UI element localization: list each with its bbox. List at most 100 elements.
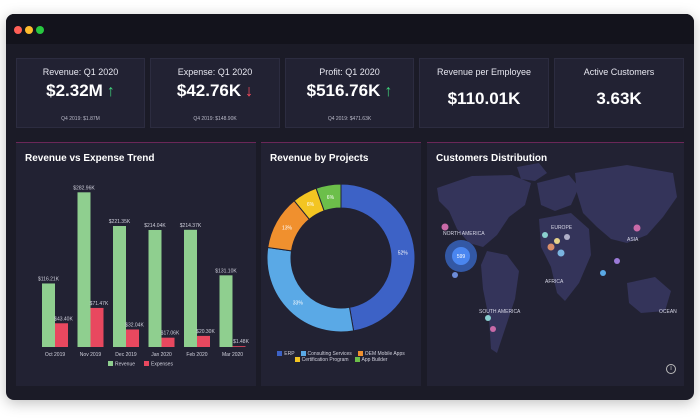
- arrow-up-icon: ↑: [106, 83, 115, 100]
- map-label-south-america: SOUTH AMERICA: [479, 309, 521, 315]
- x-tick-label: Feb 2020: [186, 352, 207, 358]
- bar-expenses: [161, 337, 175, 347]
- bar-value-label: $214.04K: [144, 223, 166, 229]
- slice-value-label: 52%: [398, 251, 409, 257]
- dashboard-window: Revenue: Q1 2020 $2.32M ↑ Q4 2019: $1.87M…: [6, 14, 694, 400]
- minimize-window-button[interactable]: [25, 26, 33, 34]
- customer-bubble[interactable]: [564, 234, 570, 240]
- kpi-label: Profit: Q1 2020: [319, 67, 380, 77]
- kpi-label: Revenue per Employee: [436, 67, 532, 77]
- legend-label: Expenses: [151, 362, 173, 368]
- pie-legend-item[interactable]: Consulting Services: [300, 351, 352, 357]
- customers-distribution-panel: Customers Distribution 599: [427, 142, 684, 386]
- slice-value-label: 33%: [293, 300, 304, 306]
- bar-revenue: [77, 192, 91, 347]
- x-tick-label: Oct 2019: [45, 352, 66, 358]
- map-label-africa: AFRICA: [545, 279, 564, 285]
- asia-shape: [575, 165, 677, 243]
- legend-label: ERP: [284, 351, 295, 357]
- customer-bubble[interactable]: [490, 326, 496, 332]
- kpi-revenue-per-employee-card[interactable]: Revenue per Employee $110.01K: [419, 58, 549, 128]
- customer-bubble[interactable]: [554, 238, 560, 244]
- world-map[interactable]: 599: [427, 143, 684, 387]
- pie-legend-item[interactable]: Certification Program: [294, 357, 349, 363]
- north-america-shape: [437, 175, 531, 247]
- bar-revenue: [42, 283, 55, 347]
- bar-revenue: [148, 229, 162, 347]
- map-label-asia: ASIA: [627, 237, 639, 243]
- customer-bubble[interactable]: [542, 232, 548, 238]
- greenland-shape: [517, 163, 547, 181]
- donut-slice-consulting-services: [266, 246, 355, 333]
- pie-legend: ERP Consulting Services OEM Mobile Apps Cer…: [261, 351, 421, 363]
- africa-shape: [539, 213, 591, 301]
- bar-value-label: $1.48K: [233, 339, 250, 345]
- kpi-label: Revenue: Q1 2020: [42, 67, 119, 77]
- kpi-value: $110.01K: [447, 89, 521, 108]
- panel-title: Revenue by Projects: [270, 153, 369, 164]
- customer-bubble[interactable]: [557, 249, 565, 257]
- bar-value-label: $116.21K: [38, 276, 60, 282]
- revenue-expense-chart: $116.21K $43.40K Oct 2019 $282.96K $71.47K No…: [38, 185, 250, 368]
- legend-label: Revenue: [115, 362, 135, 368]
- bar-expenses: [232, 346, 246, 347]
- kpi-value: 3.63K: [596, 89, 642, 108]
- bar-expenses: [90, 307, 104, 347]
- cluster-count-label: 599: [457, 254, 466, 260]
- bar-value-label: $20.30K: [196, 329, 215, 335]
- kpi-revenue-card[interactable]: Revenue: Q1 2020 $2.32M ↑ Q4 2019: $1.87M: [16, 58, 145, 128]
- bar-revenue: [113, 225, 126, 347]
- bar-value-label: $214.37K: [180, 223, 202, 229]
- pie-legend-item[interactable]: App Builder: [354, 357, 388, 363]
- customer-bubble[interactable]: [633, 224, 641, 232]
- legend-swatch: [144, 361, 149, 366]
- panel-title: Revenue vs Expense Trend: [25, 153, 155, 164]
- customer-bubble[interactable]: [485, 315, 491, 321]
- legend-label: App Builder: [361, 357, 388, 363]
- customer-bubble[interactable]: [600, 270, 606, 276]
- bar-value-label: $71.47K: [90, 301, 109, 307]
- customer-bubble[interactable]: [547, 243, 555, 251]
- customer-bubble[interactable]: [614, 258, 620, 264]
- bar-value-label: $282.96K: [73, 185, 95, 191]
- bar-revenue: [184, 229, 197, 347]
- map-label-north-america: NORTH AMERICA: [443, 231, 485, 237]
- kpi-label: Expense: Q1 2020: [177, 67, 253, 77]
- close-window-button[interactable]: [14, 26, 22, 34]
- slice-value-label: 6%: [307, 202, 315, 208]
- customer-bubble[interactable]: [452, 272, 458, 278]
- customer-cluster-core[interactable]: [452, 247, 470, 265]
- legend-label: Certification Program: [301, 357, 349, 363]
- kpi-previous: Q4 2019: $1.87M: [61, 116, 100, 122]
- arrow-down-icon: ↓: [245, 83, 254, 100]
- arrow-up-icon: ↑: [384, 83, 393, 100]
- legend-label: Consulting Services: [307, 351, 352, 357]
- legend-swatch: [108, 361, 113, 366]
- x-tick-label: Mar 2020: [222, 352, 243, 358]
- kpi-profit-card[interactable]: Profit: Q1 2020 $516.76K ↑ Q4 2019: $471.…: [285, 58, 414, 128]
- info-icon[interactable]: i: [666, 364, 676, 374]
- kpi-expense-card[interactable]: Expense: Q1 2020 $42.76K ↓ Q4 2019: $148.…: [150, 58, 280, 128]
- europe-shape: [537, 175, 579, 211]
- window-titlebar: [6, 14, 694, 44]
- australia-shape: [627, 277, 671, 313]
- slice-value-label: 13%: [282, 226, 293, 232]
- slice-value-label: 6%: [327, 195, 335, 201]
- revenue-projects-chart: 52% 33% 13% 6% 6%: [266, 183, 416, 333]
- legend-swatch: [277, 351, 283, 357]
- bar-value-label: $131.10K: [215, 268, 237, 274]
- kpi-active-customers-card[interactable]: Active Customers 3.63K: [554, 58, 684, 128]
- maximize-window-button[interactable]: [36, 26, 44, 34]
- bar-revenue: [219, 275, 233, 347]
- pie-legend-item[interactable]: ERP: [277, 351, 295, 357]
- legend-swatch: [354, 357, 360, 363]
- panel-title: Customers Distribution: [436, 153, 548, 164]
- south-america-shape: [481, 251, 519, 353]
- customer-bubble[interactable]: [441, 223, 449, 231]
- pie-legend-item[interactable]: OEM Mobile Apps: [357, 351, 405, 357]
- bar-expenses: [197, 335, 210, 347]
- legend-swatch: [300, 351, 306, 357]
- bar-value-label: $221.35K: [109, 219, 131, 225]
- revenue-expense-panel: Revenue vs Expense Trend $116.21K $43.40K…: [16, 142, 256, 386]
- donut-slice-erp: [340, 183, 416, 332]
